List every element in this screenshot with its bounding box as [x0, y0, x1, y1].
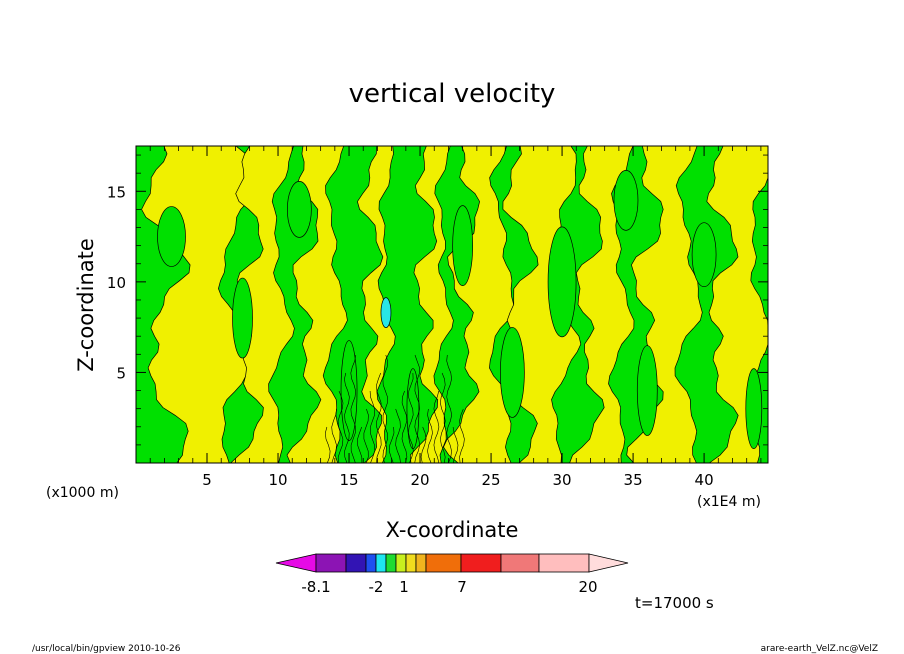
- x-tick-label: 15: [339, 471, 358, 489]
- contour-line: [331, 408, 337, 464]
- colorbar-segment: [415, 553, 427, 573]
- colorbar-segment: [375, 553, 387, 573]
- x-tick-label: 35: [624, 471, 643, 489]
- plot-frame: [135, 145, 769, 464]
- contour-line: [427, 408, 433, 464]
- y-unit-label: (x1000 m): [46, 485, 119, 501]
- footer-left: /usr/local/bin/gpview 2010-10-26: [32, 644, 181, 654]
- field-region-negative: [691, 222, 717, 288]
- contour-line: [420, 426, 427, 464]
- x-unit-label: (x1E4 m): [697, 494, 761, 510]
- field-region-negative: [452, 205, 474, 286]
- field-region-negative: [500, 327, 525, 418]
- field-region-negative: [157, 206, 186, 267]
- contour-line: [363, 408, 369, 464]
- contour-line: [452, 426, 459, 464]
- field-region-negative: [547, 226, 577, 338]
- contour-line: [337, 390, 344, 464]
- contour-line: [388, 426, 395, 464]
- colorbar-segment: [425, 553, 462, 573]
- colorbar-labels: -8.1 -2 1 7 20: [301, 578, 597, 596]
- colorbar-segment: [460, 553, 502, 573]
- time-label: t=17000 s: [635, 594, 714, 612]
- field-region-negative: [636, 345, 658, 436]
- field-region-negative: [613, 169, 639, 231]
- colorbar-segment: [345, 553, 367, 573]
- contour-line: [369, 390, 376, 464]
- x-tick-label: 25: [482, 471, 501, 489]
- colorbar: [275, 553, 629, 573]
- colorbar-segment: [500, 553, 540, 573]
- field-region-strong-negative: [380, 297, 392, 329]
- field-region-negative: [340, 340, 358, 441]
- contour-line: [382, 354, 388, 464]
- contour-line: [401, 390, 408, 464]
- contour-line: [376, 372, 382, 464]
- colorbar-segment: [395, 553, 407, 573]
- colorbar-label: 1: [399, 578, 409, 596]
- y-tick-label: 10: [107, 274, 126, 292]
- contour-line: [357, 426, 363, 464]
- colorbar-end-low: [275, 553, 317, 573]
- field-region-negative: [232, 277, 253, 359]
- x-tick-label: 5: [202, 471, 212, 489]
- colorbar-label: 7: [457, 578, 467, 596]
- contour-line: [395, 408, 401, 464]
- colorbar-segment: [405, 553, 417, 573]
- contour-line: [408, 372, 414, 464]
- colorbar-segment: [538, 553, 590, 573]
- y-axis-label: Z-coordinate: [74, 238, 98, 372]
- plot-area: [136, 145, 769, 464]
- field-region-negative: [286, 181, 312, 238]
- x-axis-label: X-coordinate: [386, 518, 519, 542]
- x-tick-label: 10: [268, 471, 287, 489]
- chart-title: vertical velocity: [349, 79, 556, 109]
- y-axis: 5 10 15: [107, 154, 768, 446]
- x-tick-label: 20: [410, 471, 429, 489]
- contour-line: [324, 426, 331, 464]
- y-tick-label: 15: [107, 183, 126, 201]
- contour-line: [446, 354, 453, 464]
- x-tick-label: 40: [695, 471, 714, 489]
- contour-line: [414, 354, 421, 464]
- colorbar-segment: [365, 553, 377, 573]
- colorbar-segment: [385, 553, 397, 573]
- colorbar-segment: [315, 553, 347, 573]
- y-tick-label: 5: [116, 364, 126, 382]
- footer-right: arare-earth_VelZ.nc@VelZ: [761, 644, 878, 654]
- contour-line: [439, 372, 446, 464]
- colorbar-label: -2: [369, 578, 384, 596]
- x-tick-label: 30: [553, 471, 572, 489]
- colorbar-label: 20: [578, 578, 597, 596]
- contour-line: [459, 408, 465, 464]
- contour-line: [433, 390, 440, 464]
- field-region-negative: [745, 368, 763, 450]
- colorbar-label: -8.1: [301, 578, 330, 596]
- contour-line: [350, 354, 357, 464]
- contour-line: [344, 372, 350, 464]
- colorbar-end-high: [588, 553, 629, 573]
- x-axis: 5 10 15 20 25 30 35 40: [149, 146, 762, 489]
